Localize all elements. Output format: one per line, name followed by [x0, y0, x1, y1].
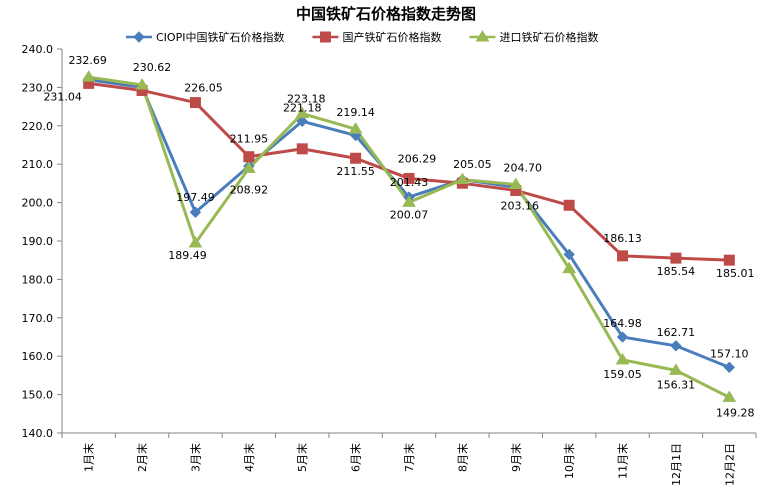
plot-area: 197.49 221.18 201.43 164.98 162.71 157.10 231.… [43, 30, 755, 419]
data-point-domestic [563, 199, 575, 211]
data-point-domestic [243, 151, 255, 163]
legend-label-import: 进口铁矿石价格指数 [499, 30, 598, 44]
data-label-import: 159.05 [603, 368, 642, 381]
y-tick-label: 170.0 [22, 312, 54, 325]
y-tick-label: 150.0 [22, 389, 54, 402]
y-tick-label: 220.0 [22, 120, 54, 133]
data-label-domestic: 203.16 [501, 199, 540, 212]
y-tick-label: 200.0 [22, 197, 54, 210]
data-point-domestic [189, 97, 201, 109]
data-label-domestic: 186.13 [603, 232, 642, 245]
data-label-domestic: 185.01 [716, 267, 755, 280]
data-label-ciopi: 162.71 [657, 326, 696, 339]
data-point-import [669, 363, 683, 375]
data-point-import [135, 78, 149, 90]
x-tick-label: 3月末 [188, 443, 202, 472]
data-label-ciopi: 164.98 [603, 317, 642, 330]
data-point-ciopi [616, 331, 629, 343]
data-label-import: 223.18 [287, 93, 326, 106]
x-tick-label: 1月末 [82, 443, 96, 472]
axes: 140.0 150.0 160.0 170.0 180.0 190.0 200.0 210.0… [22, 43, 757, 486]
legend-label-ciopi: CIOPI中国铁矿石价格指数 [156, 30, 284, 44]
data-point-import [508, 177, 523, 190]
data-label-import: 219.14 [336, 106, 375, 119]
y-tick-label: 190.0 [22, 235, 54, 248]
chart-title: 中国铁矿石价格指数走势图 [296, 5, 476, 23]
x-tick-label: 12月2日 [723, 443, 736, 486]
data-label-import: 232.69 [68, 54, 107, 67]
data-label-domestic: 206.29 [398, 152, 437, 165]
data-point-import [348, 122, 363, 134]
data-label-domestic: 226.05 [184, 82, 223, 95]
data-point-domestic [296, 143, 308, 155]
data-label-ciopi: 201.43 [390, 176, 429, 189]
data-point-ciopi [296, 115, 308, 127]
x-tick-label: 11月末 [616, 443, 630, 479]
x-tick-label: 12月1日 [670, 443, 683, 486]
data-label-import: 204.70 [504, 162, 543, 175]
data-label-import: 149.28 [716, 406, 755, 419]
data-label-domestic: 231.04 [43, 90, 82, 103]
data-point-domestic [723, 254, 735, 266]
x-tick-label: 8月末 [455, 443, 469, 472]
legend-marker-import [475, 30, 490, 42]
data-point-ciopi [723, 361, 736, 374]
data-point-ciopi [670, 340, 682, 352]
data-label-import: 230.62 [133, 61, 172, 74]
data-point-domestic [403, 172, 415, 184]
data-point-import [402, 195, 416, 207]
y-tick-label: 210.0 [22, 158, 54, 171]
data-label-import: 156.31 [657, 378, 696, 391]
data-point-ciopi [189, 206, 202, 218]
data-point-domestic [670, 252, 682, 264]
x-tick-label: 6月末 [349, 443, 363, 472]
data-label-ciopi: 197.49 [176, 191, 215, 204]
data-point-ciopi [563, 248, 575, 261]
x-tick-label: 5月末 [295, 443, 309, 472]
legend-marker-domestic [319, 31, 331, 43]
data-point-import [241, 161, 256, 173]
data-point-import [615, 352, 630, 365]
data-label-domestic: 185.54 [657, 265, 696, 278]
data-label-ciopi: 221.18 [283, 101, 322, 114]
data-point-import [295, 106, 310, 119]
data-label-import: 189.49 [168, 249, 207, 262]
x-tick-label: 4月末 [242, 443, 256, 472]
data-point-domestic [617, 250, 629, 262]
data-point-import [81, 70, 96, 82]
data-label-domestic: 211.95 [230, 133, 269, 146]
data-label-domestic: 205.05 [453, 158, 492, 171]
x-tick-label: 9月末 [509, 443, 523, 472]
y-tick-label: 160.0 [22, 350, 54, 363]
data-point-import [455, 172, 470, 185]
data-label-domestic: 211.55 [336, 165, 375, 178]
legend-marker-ciopi [133, 31, 145, 43]
data-point-domestic [350, 152, 362, 164]
legend-label-domestic: 国产铁矿石价格指数 [342, 30, 441, 44]
x-tick-label: 2月末 [135, 443, 149, 472]
legend: CIOPI中国铁矿石价格指数 国产铁矿石价格指数 进口铁矿石价格指数 [126, 30, 598, 44]
y-tick-label: 140.0 [22, 427, 54, 440]
y-tick-label: 240.0 [22, 43, 54, 56]
data-point-import [562, 261, 577, 274]
x-tick-label: 10月末 [562, 443, 576, 479]
data-label-ciopi: 157.10 [710, 347, 749, 360]
y-tick-label: 230.0 [22, 81, 54, 94]
data-point-import [722, 390, 737, 402]
data-point-import [188, 235, 203, 248]
x-tick-label: 7月末 [402, 443, 416, 472]
y-tick-label: 180.0 [22, 273, 54, 286]
data-label-import: 200.07 [390, 208, 429, 221]
data-label-import: 208.92 [230, 183, 269, 196]
